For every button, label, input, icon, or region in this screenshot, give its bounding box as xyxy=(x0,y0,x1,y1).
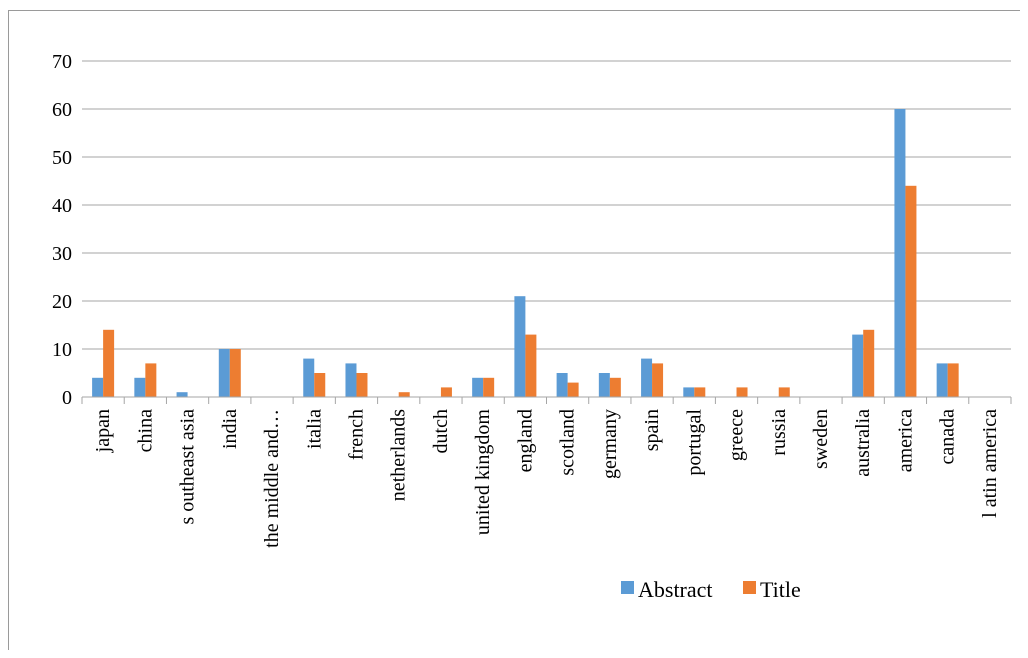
legend: Abstract Title xyxy=(621,577,801,602)
y-tick-label: 40 xyxy=(52,195,72,217)
bars xyxy=(92,109,959,397)
gridlines xyxy=(82,60,1011,350)
legend-label-title: Title xyxy=(760,577,801,602)
y-axis-tick-labels: 0 10 20 30 40 50 60 70 xyxy=(52,51,72,409)
x-category-label: italia xyxy=(303,409,325,449)
x-axis xyxy=(81,396,1012,404)
x-category-label: scotland xyxy=(557,409,579,476)
legend-swatch-abstract xyxy=(621,581,634,594)
x-category-label: s outheast asia xyxy=(177,409,199,525)
bar-title-12 xyxy=(609,377,621,397)
bar-title-16 xyxy=(778,387,790,397)
bar-title-11 xyxy=(567,382,579,397)
legend-label-abstract: Abstract xyxy=(638,577,713,602)
bar-title-13 xyxy=(652,363,664,397)
x-category-label: united kingdom xyxy=(472,409,494,536)
x-category-label: french xyxy=(345,409,367,460)
bar-title-14 xyxy=(694,387,706,397)
legend-swatch-title xyxy=(743,581,756,594)
bar-abstract-13 xyxy=(641,358,653,397)
bar-abstract-9 xyxy=(472,377,484,397)
bar-abstract-2 xyxy=(176,392,188,397)
y-tick-label: 20 xyxy=(52,291,72,313)
x-category-label: l atin america xyxy=(979,409,1001,518)
bar-title-19 xyxy=(905,185,917,397)
bar-title-1 xyxy=(145,363,157,397)
bar-abstract-10 xyxy=(514,296,526,397)
bar-abstract-18 xyxy=(852,334,864,397)
x-category-label: portugal xyxy=(683,409,705,476)
y-tick-label: 60 xyxy=(52,99,72,121)
bar-abstract-14 xyxy=(683,387,695,397)
bar-abstract-1 xyxy=(134,377,146,397)
bar-abstract-12 xyxy=(598,373,610,397)
x-category-label: spain xyxy=(641,409,663,451)
bar-title-6 xyxy=(356,373,368,397)
bar-abstract-11 xyxy=(556,373,568,397)
bar-title-18 xyxy=(863,329,875,397)
x-category-label: australia xyxy=(852,409,874,477)
y-tick-label: 10 xyxy=(52,339,72,361)
y-tick-label: 50 xyxy=(52,147,72,169)
bar-abstract-0 xyxy=(92,377,104,397)
bar-abstract-6 xyxy=(345,363,357,397)
x-category-label: germany xyxy=(599,409,621,479)
bar-title-9 xyxy=(483,377,495,397)
bar-title-0 xyxy=(103,329,115,397)
x-category-label: sweden xyxy=(810,409,832,469)
x-category-label: india xyxy=(219,409,241,449)
x-category-label: greece xyxy=(726,409,748,461)
x-category-label: dutch xyxy=(430,409,452,453)
chart-frame: 0 10 20 30 40 50 60 70 japan china s outheast asi… xyxy=(8,10,1020,650)
bar-title-10 xyxy=(525,334,537,397)
bar-title-5 xyxy=(314,373,326,397)
x-category-label: china xyxy=(134,409,156,452)
x-axis-category-labels: japan china s outheast asia india the middle… xyxy=(92,409,1001,548)
bar-abstract-20 xyxy=(936,363,948,397)
x-category-label: the middle and… xyxy=(261,409,283,548)
x-category-label: america xyxy=(894,409,916,472)
bar-title-8 xyxy=(440,387,452,397)
x-category-label: canada xyxy=(937,409,959,465)
y-tick-label: 30 xyxy=(52,243,72,265)
bar-abstract-19 xyxy=(894,109,906,397)
bar-title-7 xyxy=(398,392,410,397)
x-category-label: japan xyxy=(92,409,114,453)
y-tick-label: 0 xyxy=(62,387,72,409)
bar-chart: 0 10 20 30 40 50 60 70 japan china s outheast asi… xyxy=(52,51,1012,602)
x-category-label: netherlands xyxy=(388,409,410,501)
x-category-label: england xyxy=(514,409,536,472)
x-category-label: russia xyxy=(768,409,790,456)
bar-title-15 xyxy=(736,387,748,397)
bar-title-3 xyxy=(229,349,241,397)
bar-title-20 xyxy=(947,363,959,397)
y-tick-label: 70 xyxy=(52,51,72,73)
bar-abstract-5 xyxy=(303,358,315,397)
bar-abstract-3 xyxy=(218,349,230,397)
